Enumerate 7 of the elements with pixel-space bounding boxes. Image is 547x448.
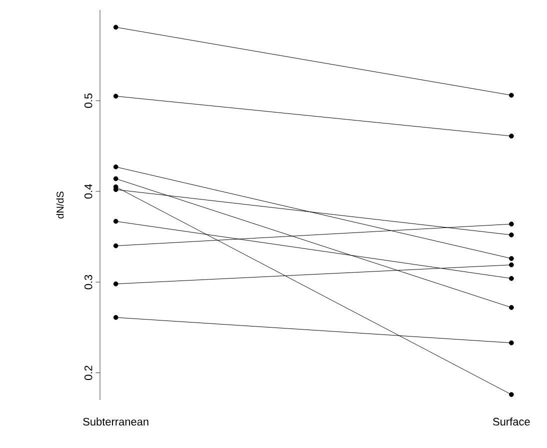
- y-tick-label: 0.2: [84, 366, 92, 380]
- y-tick-label: 0.3: [84, 274, 92, 290]
- y-axis-title: dN/dS: [56, 192, 64, 218]
- y-tick-label: 0.4: [84, 184, 92, 199]
- x-tick-label: Surface: [493, 418, 530, 426]
- x-tick-label: Subterranean: [83, 418, 148, 426]
- y-tick-label: 0.5: [84, 94, 92, 108]
